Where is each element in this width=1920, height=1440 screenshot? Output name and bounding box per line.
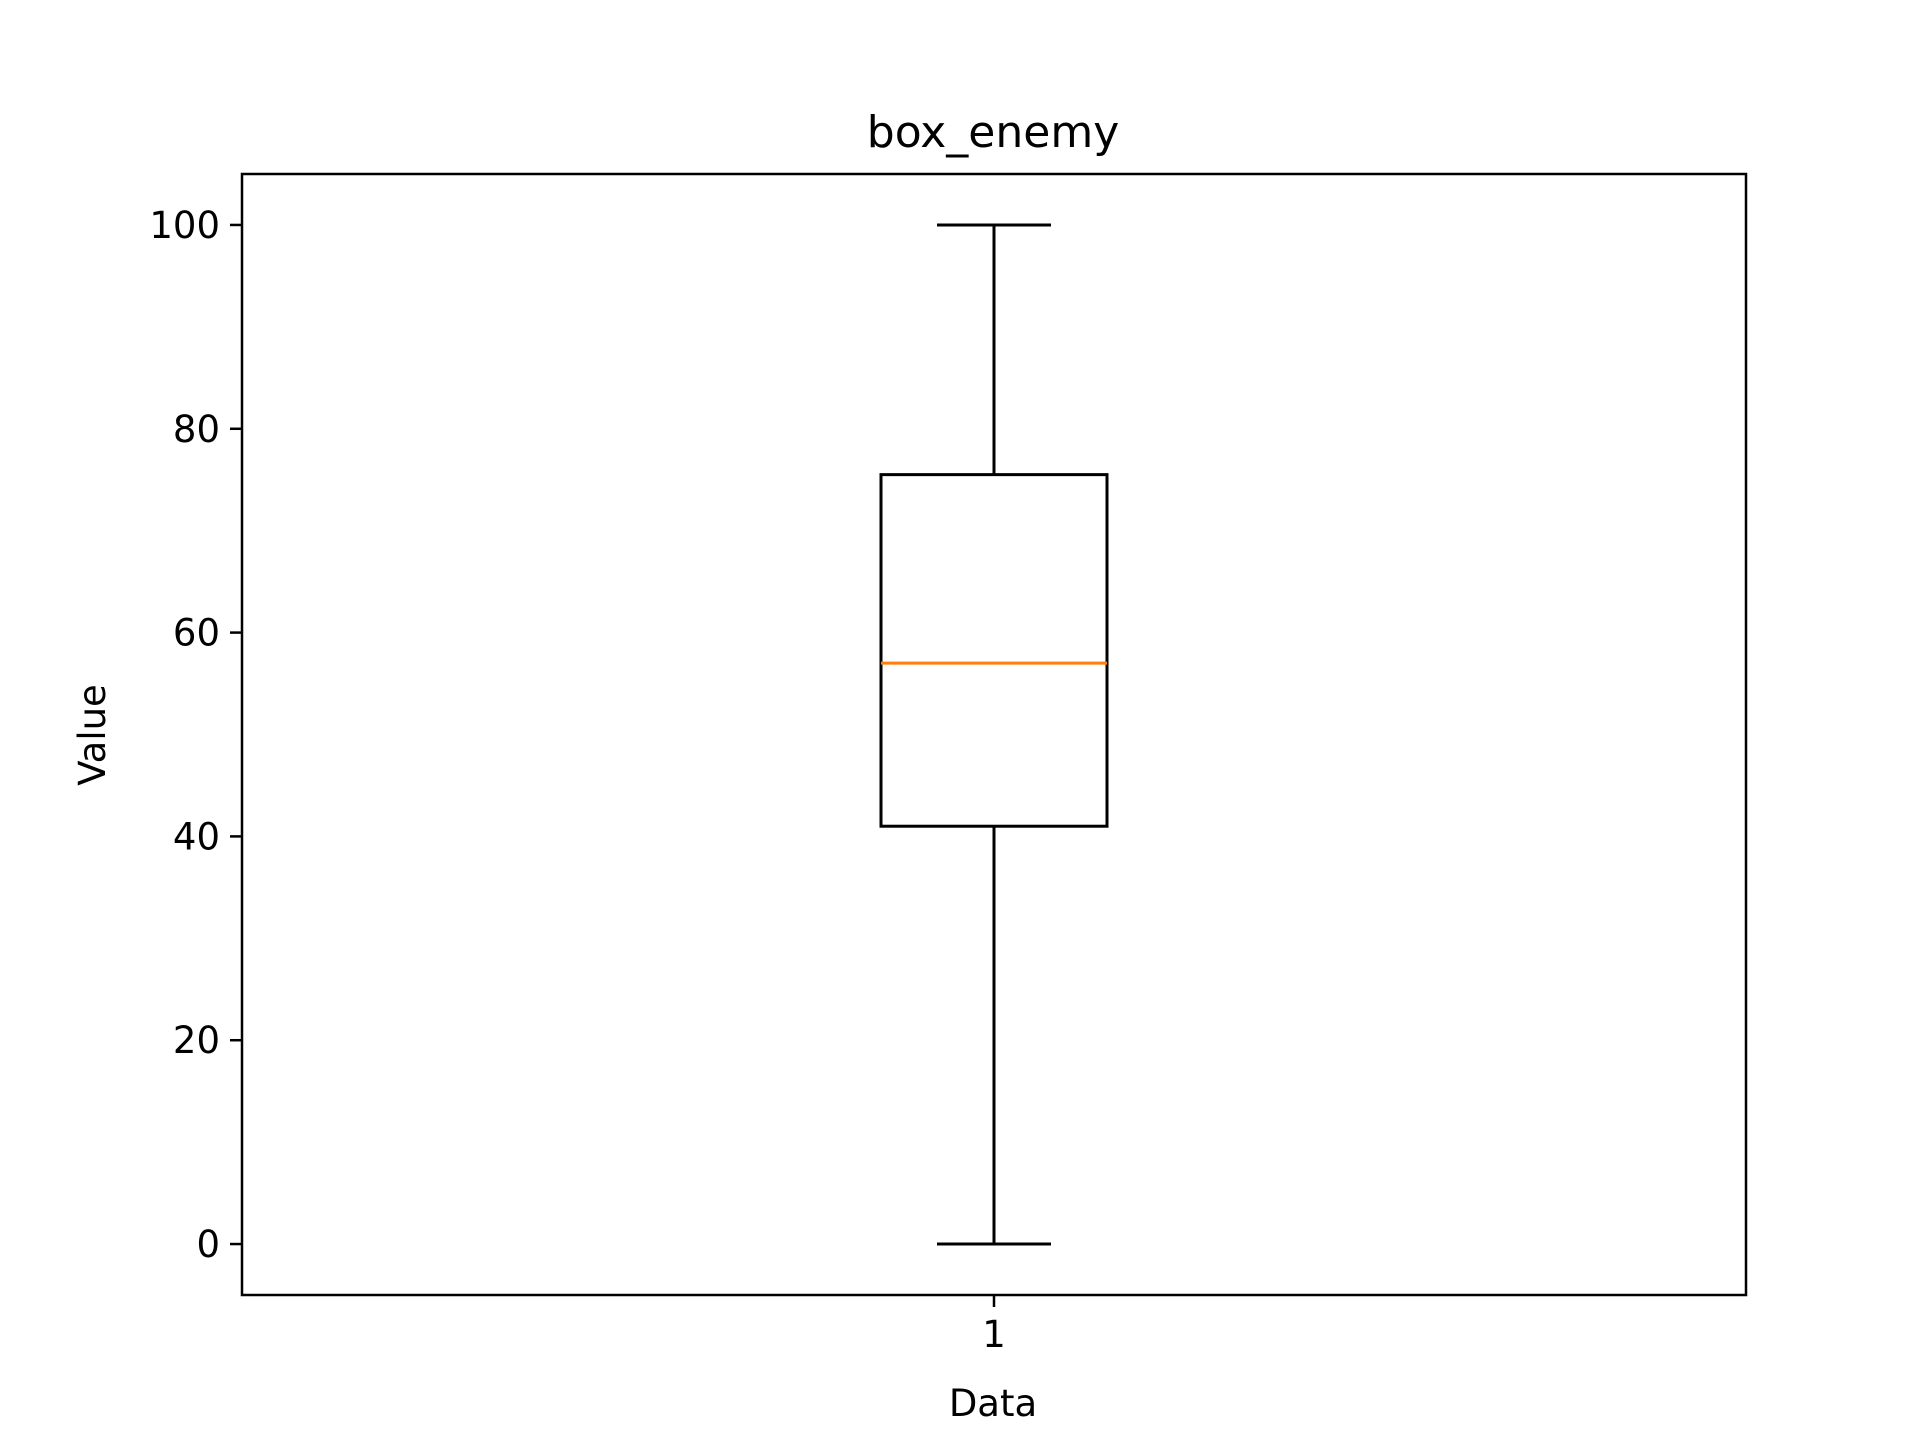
y-tick-label: 60: [173, 612, 220, 655]
box-iqr: [879, 473, 1109, 828]
y-tick-label: 40: [173, 815, 220, 858]
x-tick-label: 1: [982, 1313, 1006, 1356]
y-tick-label: 100: [149, 204, 220, 247]
x-axis-title: Data: [949, 1382, 1037, 1425]
y-tick-label: 20: [173, 1019, 220, 1062]
x-axis: 1: [982, 1295, 1006, 1356]
chart-title: box_enemy: [867, 107, 1119, 158]
box-series: [879, 223, 1109, 1246]
y-tick-label: 80: [173, 408, 220, 451]
y-axis: 0 20 40 60 80 100: [149, 204, 242, 1266]
y-axis-title: Value: [71, 684, 114, 786]
y-tick-label: 0: [196, 1223, 220, 1266]
